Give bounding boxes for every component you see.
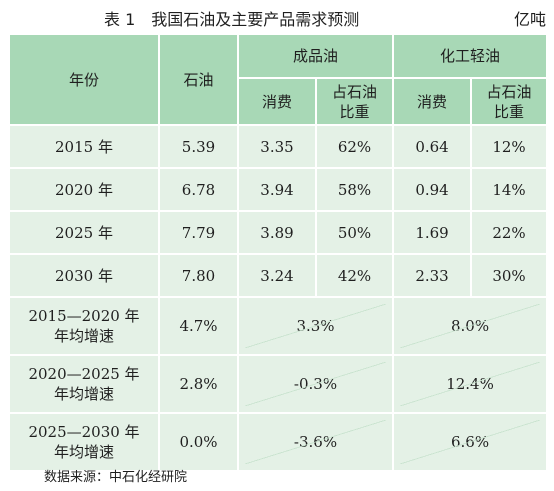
table-row: 2020 年 6.78 3.94 58% 0.94 14% (8, 167, 549, 212)
year-cell: 2030 年 (8, 253, 160, 298)
subheader-refined-share: 占石油比重 (314, 77, 395, 126)
header-year: 年份 (8, 33, 160, 126)
chem-consumption-cell: 0.94 (392, 167, 473, 212)
refined-growth-cell: -3.6% (236, 412, 395, 472)
year-cell: 2025 年 (8, 210, 160, 255)
refined-consumption-cell: 3.35 (237, 124, 317, 169)
oil-growth-cell: 0.0% (158, 412, 239, 472)
growth-row: 2025—2030 年年均增速 0.0% -3.6% 6.6% (8, 412, 549, 472)
oil-growth-cell: 4.7% (158, 296, 239, 356)
period-cell: 2025—2030 年年均增速 (8, 412, 160, 472)
period-cell: 2020—2025 年年均增速 (8, 354, 160, 414)
table-title-row: 表 1 我国石油及主要产品需求预测 亿吨 (0, 4, 554, 30)
growth-row: 2020—2025 年年均增速 2.8% -0.3% 12.4% (8, 354, 549, 414)
header-chemical-light-oil: 化工轻油 (392, 33, 549, 79)
refined-share-cell: 42% (314, 253, 395, 298)
refined-share-cell: 50% (314, 210, 395, 255)
oil-cell: 6.78 (158, 167, 239, 212)
growth-row: 2015—2020 年年均增速 4.7% 3.3% 8.0% (8, 296, 549, 356)
refined-growth-cell: 3.3% (236, 296, 395, 356)
table-caption: 表 1 我国石油及主要产品需求预测 (104, 10, 360, 29)
chem-share-cell: 22% (470, 210, 549, 255)
unit-label: 亿吨 (513, 10, 546, 29)
oil-cell: 5.39 (158, 124, 239, 169)
refined-share-cell: 62% (314, 124, 395, 169)
table-row: 2025 年 7.79 3.89 50% 1.69 22% (8, 210, 549, 255)
chem-share-cell: 30% (470, 253, 549, 298)
oil-cell: 7.79 (158, 210, 239, 255)
demand-forecast-table: 年份 石油 成品油 化工轻油 消费 占石油比重 消费 占石油比重 2015 年 … (8, 33, 549, 472)
period-cell: 2015—2020 年年均增速 (8, 296, 160, 356)
header-oil: 石油 (158, 33, 239, 126)
refined-consumption-cell: 3.89 (237, 210, 317, 255)
refined-growth-cell: -0.3% (236, 354, 395, 414)
header-refined-oil: 成品油 (236, 33, 395, 79)
refined-share-cell: 58% (314, 167, 395, 212)
chem-growth-cell: 8.0% (392, 296, 549, 356)
year-cell: 2020 年 (8, 167, 160, 212)
chem-share-cell: 12% (470, 124, 549, 169)
chem-consumption-cell: 1.69 (392, 210, 473, 255)
data-source-note: 数据来源：中石化经研院 (44, 470, 188, 485)
table-row: 2030 年 7.80 3.24 42% 2.33 30% (8, 253, 549, 298)
refined-consumption-cell: 3.24 (237, 253, 317, 298)
chem-consumption-cell: 0.64 (392, 124, 473, 169)
refined-consumption-cell: 3.94 (237, 167, 317, 212)
subheader-chem-share: 占石油比重 (470, 77, 549, 126)
subheader-refined-consumption: 消费 (237, 77, 317, 126)
chem-share-cell: 14% (470, 167, 549, 212)
year-cell: 2015 年 (8, 124, 160, 169)
chem-consumption-cell: 2.33 (392, 253, 473, 298)
chem-growth-cell: 6.6% (392, 412, 549, 472)
subheader-chem-consumption: 消费 (392, 77, 473, 126)
table-row: 2015 年 5.39 3.35 62% 0.64 12% (8, 124, 549, 169)
oil-growth-cell: 2.8% (158, 354, 239, 414)
oil-cell: 7.80 (158, 253, 239, 298)
chem-growth-cell: 12.4% (392, 354, 549, 414)
